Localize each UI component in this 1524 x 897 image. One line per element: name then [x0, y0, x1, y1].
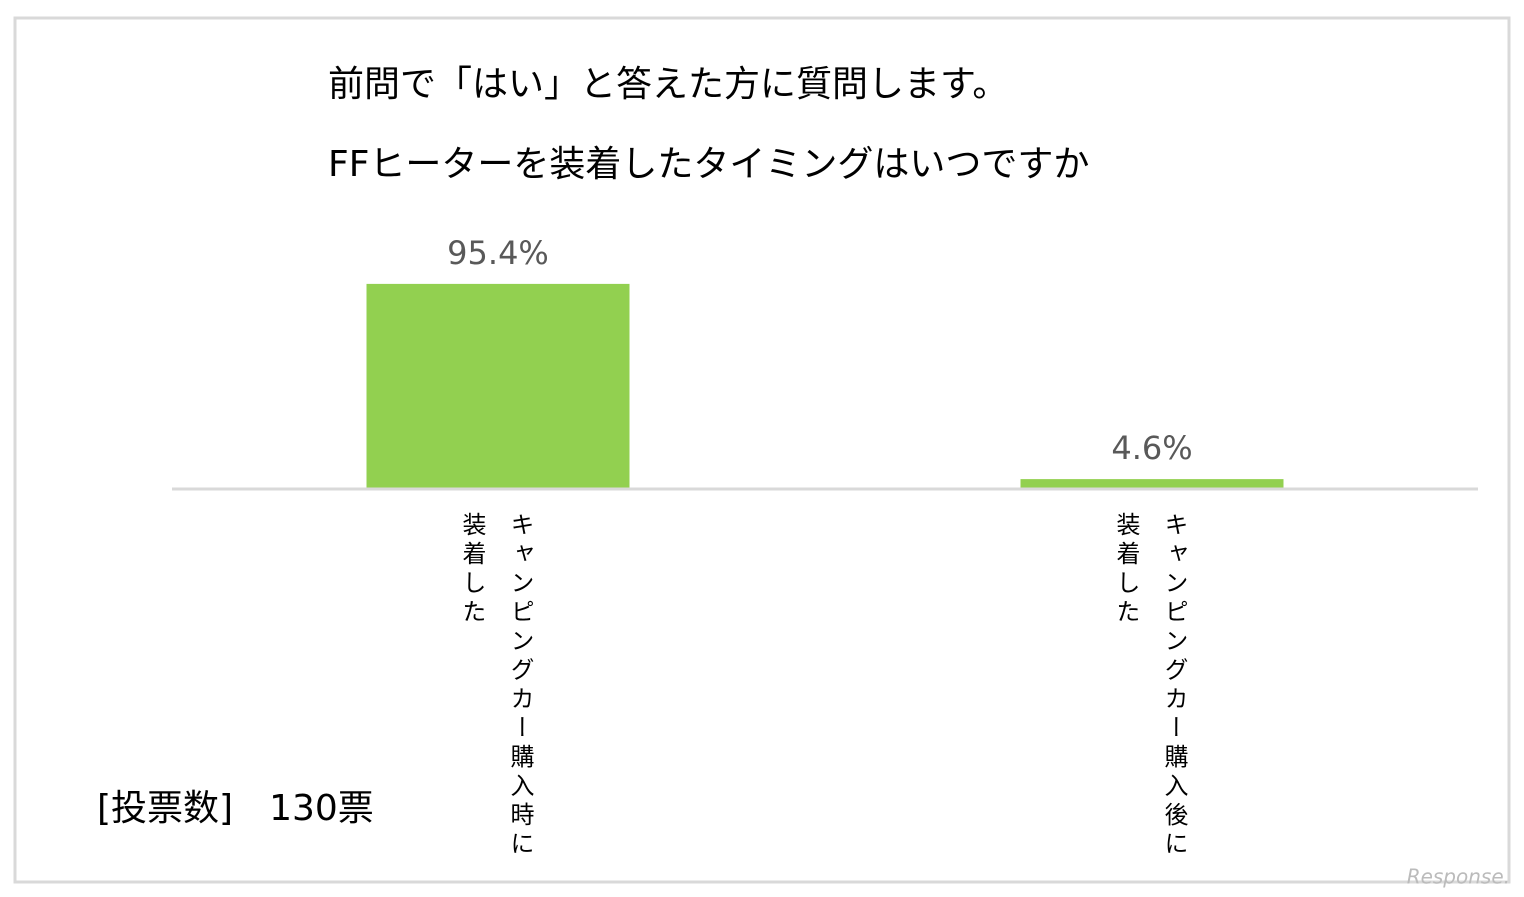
- bar: [366, 283, 630, 489]
- frame: [13, 16, 1511, 884]
- chart-subtitle: FFヒーターを装着したタイミングはいつですか: [328, 144, 1089, 185]
- note: [投票数] 130票: [97, 788, 374, 829]
- value-label: 95.4%: [447, 234, 549, 272]
- chart-title: 前問で「はい」と答えた方に質問します。: [328, 64, 1008, 105]
- bar: [1020, 479, 1284, 489]
- x-tick-label: キャンピングカー購入後に装着した: [1112, 512, 1188, 860]
- watermark: Response.: [1407, 865, 1510, 889]
- value-label: 4.6%: [1111, 429, 1192, 467]
- x-tick-label: キャンピングカー購入時に装着した: [458, 512, 534, 860]
